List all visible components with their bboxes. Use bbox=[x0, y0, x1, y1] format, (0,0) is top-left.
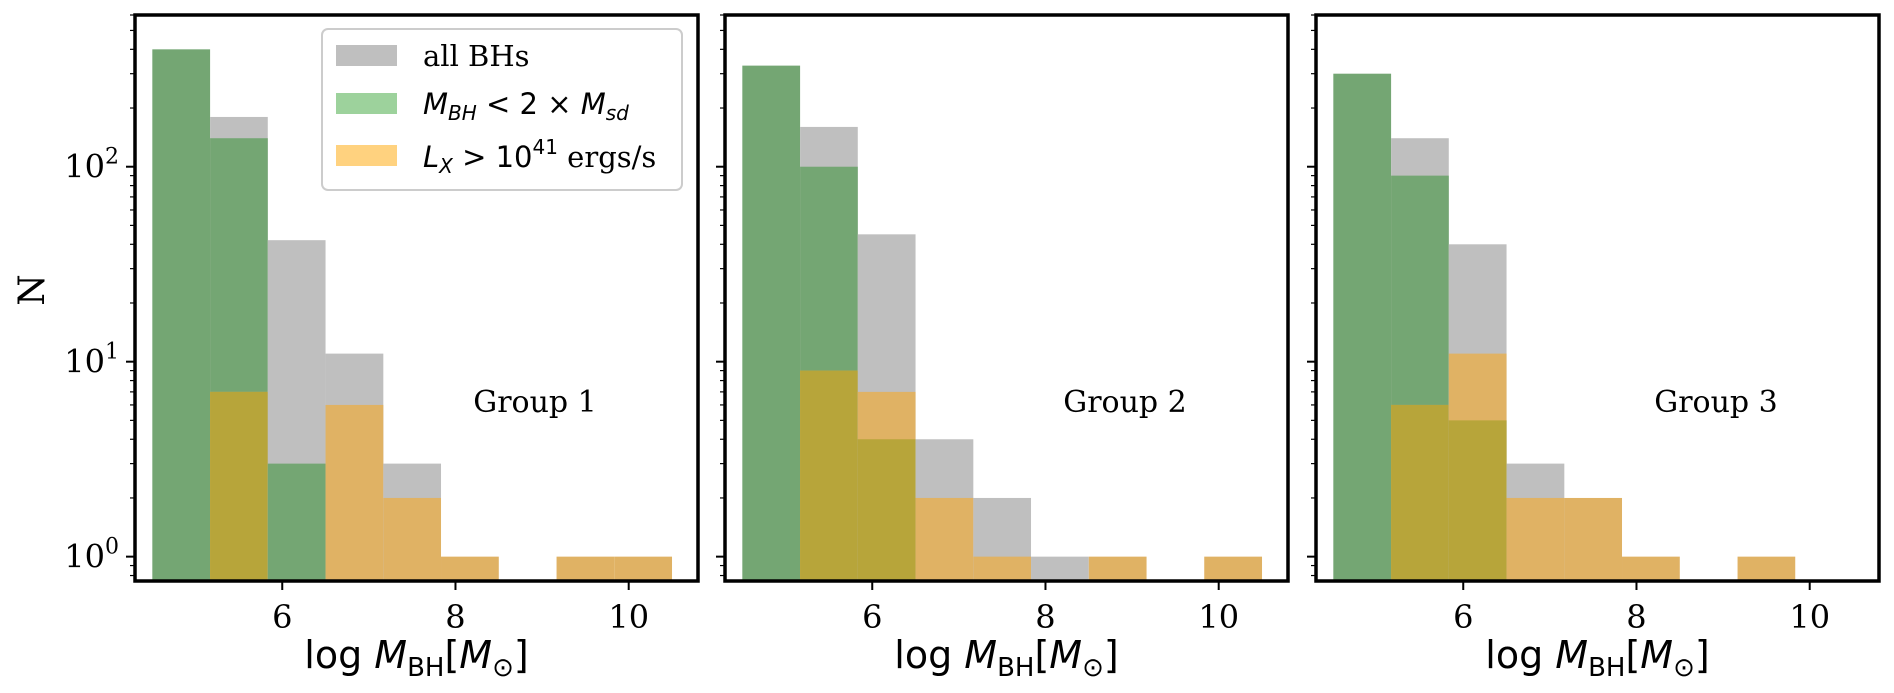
plot-frame bbox=[723, 13, 1290, 583]
panel-2: 6 8 10 Group 2 log MBH[M⊙] bbox=[716, 13, 1290, 683]
x-axis-label: log MBH[M⊙] bbox=[304, 633, 528, 683]
x-tick-label: 10 bbox=[1198, 598, 1239, 636]
bars bbox=[152, 49, 673, 581]
plot-frame bbox=[1314, 13, 1881, 583]
bar-lx bbox=[383, 497, 442, 581]
group-label: Group 2 bbox=[1063, 385, 1187, 420]
plot-frame bbox=[133, 13, 700, 583]
bar-lx bbox=[1088, 556, 1147, 581]
legend-swatch-lx bbox=[336, 145, 397, 166]
bar-lx bbox=[556, 556, 615, 581]
legend: all BHs MBH < 2 × Msd LX > 1041 ergs/s bbox=[321, 28, 683, 191]
y-tick-label: 100 bbox=[64, 535, 119, 576]
bar-mbh-msd bbox=[742, 65, 801, 581]
group-label: Group 1 bbox=[473, 385, 597, 420]
bar-overlap bbox=[857, 439, 916, 581]
bar-overlap bbox=[210, 391, 268, 581]
x-tick-label: 6 bbox=[862, 598, 882, 636]
bars bbox=[1333, 73, 1796, 581]
x-axis-label: log MBH[M⊙] bbox=[1485, 633, 1709, 683]
legend-label-lx: LX > 1041 ergs/s bbox=[423, 135, 656, 178]
bar-lx bbox=[915, 497, 974, 581]
x-tick-label: 8 bbox=[1035, 598, 1055, 636]
x-tick-label: 10 bbox=[1789, 598, 1830, 636]
panels: 6 8 10 100 101 102 Group 1 log MBH[M⊙] 6 8 10 Group… bbox=[64, 13, 1881, 683]
bar-lx bbox=[1737, 556, 1796, 581]
x-tick-label: 8 bbox=[445, 598, 465, 636]
legend-frame bbox=[321, 28, 683, 191]
bar-lx bbox=[1204, 556, 1263, 581]
bar-lx bbox=[614, 556, 673, 581]
bar-lx bbox=[441, 556, 499, 581]
bar-mbh-msd bbox=[152, 49, 211, 581]
bar-lx bbox=[1564, 497, 1623, 581]
bars bbox=[742, 65, 1263, 581]
y-tick-label: 102 bbox=[64, 145, 119, 186]
legend-swatch-all-bhs bbox=[336, 45, 397, 66]
bar-lx bbox=[325, 404, 384, 581]
bar-overlap bbox=[1391, 404, 1449, 581]
panel-3: 6 8 10 Group 3 log MBH[M⊙] bbox=[1307, 13, 1881, 683]
bar-lx bbox=[1622, 556, 1680, 581]
y-tick-label: 101 bbox=[64, 340, 119, 381]
x-tick-label: 6 bbox=[1453, 598, 1473, 636]
x-tick-label: 10 bbox=[608, 598, 649, 636]
panel-1: 6 8 10 100 101 102 Group 1 log MBH[M⊙] bbox=[64, 13, 700, 683]
bar-all-bhs bbox=[1031, 556, 1089, 581]
legend-swatch-mbh-msd bbox=[336, 93, 397, 114]
group-label: Group 3 bbox=[1654, 385, 1778, 420]
x-axis-label: log MBH[M⊙] bbox=[894, 633, 1118, 683]
legend-label-mbh-msd: MBH < 2 × Msd bbox=[423, 87, 629, 125]
legend-label-all-bhs: all BHs bbox=[423, 39, 530, 73]
bar-mbh-msd bbox=[267, 463, 326, 581]
bar-overlap bbox=[1448, 420, 1507, 581]
x-tick-label: 6 bbox=[272, 598, 292, 636]
bar-mbh-msd bbox=[1333, 73, 1392, 581]
bar-lx bbox=[1506, 497, 1565, 581]
bar-overlap bbox=[800, 370, 858, 581]
x-tick-label: 8 bbox=[1626, 598, 1646, 636]
bar-lx bbox=[973, 556, 1032, 581]
y-axis-label: N bbox=[12, 274, 53, 306]
